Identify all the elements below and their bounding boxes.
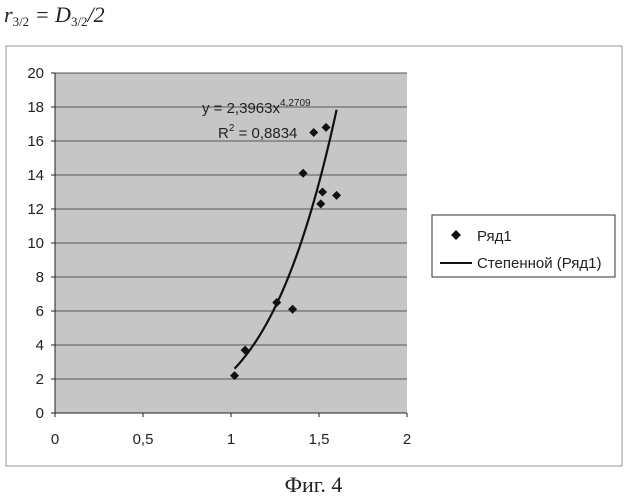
y-tick-label: 10 (27, 235, 44, 252)
legend-series-label: Ряд1 (477, 228, 512, 245)
chart: 0 2 4 6 8 10 12 14 16 18 20 0 0,5 1 1,5 2 y = 2,3963x4… (0, 0, 627, 470)
trend-r2-value: = 0,8834 (234, 125, 297, 142)
y-tick-label: 14 (27, 167, 44, 184)
y-tick-label: 16 (27, 133, 44, 150)
y-tick-label: 18 (27, 99, 44, 116)
x-tick-label: 0 (51, 431, 59, 448)
y-tick-label: 8 (36, 269, 44, 286)
x-tick-label: 2 (403, 431, 411, 448)
trend-equation-exponent: 4,2709 (280, 98, 311, 109)
y-tick-label: 2 (36, 371, 44, 388)
x-tick-label: 1,5 (309, 431, 330, 448)
y-tick-label: 20 (27, 65, 44, 82)
x-tick-label: 0,5 (133, 431, 154, 448)
y-tick-label: 0 (36, 405, 44, 422)
x-tick-label: 1 (227, 431, 235, 448)
legend-trend-label: Степенной (Ряд1) (477, 255, 602, 272)
y-tick-label: 4 (36, 337, 44, 354)
y-tick-label: 12 (27, 201, 44, 218)
trend-r2-prefix: R (218, 125, 229, 142)
trend-equation-text: y = 2,3963x (202, 100, 280, 117)
legend: Ряд1 Степенной (Ряд1) (432, 215, 615, 277)
figure-caption: Фиг. 4 (0, 472, 627, 498)
y-tick-label: 6 (36, 303, 44, 320)
